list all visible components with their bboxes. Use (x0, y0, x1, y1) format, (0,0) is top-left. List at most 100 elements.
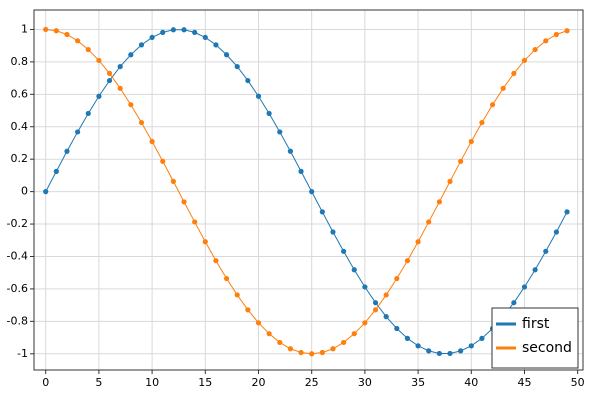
data-point (415, 343, 421, 349)
data-point (532, 267, 538, 273)
y-tick-label: 1 (21, 22, 28, 35)
data-point (170, 27, 176, 33)
data-point (298, 168, 304, 174)
data-point (96, 57, 102, 64)
x-tick-label: 50 (571, 376, 585, 389)
data-point (543, 248, 549, 254)
x-tick-label: 25 (305, 376, 319, 389)
data-point (160, 158, 166, 164)
x-tick-label: 40 (464, 376, 478, 389)
data-point (149, 34, 155, 41)
data-point (521, 284, 528, 290)
data-point (479, 335, 485, 341)
data-point (53, 168, 59, 174)
data-point (96, 93, 102, 99)
data-point (415, 239, 421, 245)
y-tick-label: -0.8 (7, 314, 28, 327)
data-point (404, 258, 411, 264)
data-point (128, 52, 134, 58)
data-point (447, 350, 453, 357)
y-tick-label: -1 (17, 347, 28, 360)
data-point (138, 119, 145, 126)
data-point (64, 148, 70, 154)
data-point (85, 110, 91, 117)
data-point (266, 331, 272, 337)
data-point (426, 219, 432, 225)
data-point (287, 148, 294, 154)
legend-box (491, 307, 579, 369)
data-point (553, 31, 560, 38)
data-point (202, 239, 208, 245)
y-tick-label: 0 (21, 185, 28, 198)
data-point (117, 63, 123, 70)
y-tick-label: 0.8 (11, 55, 29, 68)
plot-frame (33, 9, 584, 371)
y-tick-label: -0.2 (7, 217, 28, 230)
data-point (149, 138, 155, 145)
data-point (181, 27, 187, 33)
x-tick-label: 45 (517, 376, 531, 389)
data-point (372, 300, 379, 306)
y-tick-label: 0.2 (11, 152, 29, 165)
data-point (394, 325, 400, 332)
data-point (319, 209, 325, 215)
data-point (458, 348, 464, 354)
data-point (521, 57, 528, 64)
y-tick-label: 0.4 (11, 120, 29, 133)
data-point (426, 348, 432, 354)
data-point (138, 42, 145, 48)
data-point (394, 275, 400, 282)
data-point (362, 320, 368, 326)
data-point (106, 70, 113, 77)
data-point (75, 38, 81, 44)
data-point (85, 46, 91, 53)
data-point (277, 129, 283, 135)
data-point (192, 29, 198, 35)
x-tick-label: 10 (145, 376, 159, 389)
data-point (128, 102, 134, 108)
data-point (489, 102, 496, 108)
data-point (564, 209, 570, 215)
data-point (468, 138, 474, 145)
data-point (223, 275, 230, 282)
data-point (351, 331, 357, 337)
data-point (287, 346, 294, 352)
data-point (372, 307, 379, 313)
x-tick-label: 35 (411, 376, 425, 389)
data-point (543, 38, 549, 44)
data-point (500, 85, 506, 91)
data-point (362, 284, 368, 290)
data-point (330, 346, 336, 352)
data-point (319, 349, 325, 356)
data-point (106, 77, 113, 84)
data-point (436, 350, 442, 357)
data-point (458, 158, 464, 164)
data-point (383, 292, 389, 298)
x-tick-label: 20 (251, 376, 265, 389)
y-tick-label: -0.4 (7, 249, 28, 262)
data-point (245, 307, 251, 313)
data-point (75, 129, 81, 135)
data-point (511, 300, 517, 306)
data-point (309, 351, 315, 357)
x-tick-label: 15 (198, 376, 212, 389)
data-point (404, 335, 411, 341)
x-tick-label: 30 (358, 376, 372, 389)
data-point (43, 26, 49, 33)
data-point (213, 258, 219, 264)
data-point (192, 219, 198, 225)
data-point (330, 229, 336, 235)
legend-label: second (522, 340, 572, 356)
data-point (511, 70, 517, 77)
data-point (53, 28, 59, 34)
legend-label: first (522, 316, 550, 332)
data-point (341, 248, 347, 254)
data-point (436, 199, 442, 205)
data-point (181, 199, 187, 205)
data-point (383, 314, 389, 320)
data-point (309, 189, 315, 195)
data-point (266, 110, 272, 117)
series-line (45, 28, 568, 355)
